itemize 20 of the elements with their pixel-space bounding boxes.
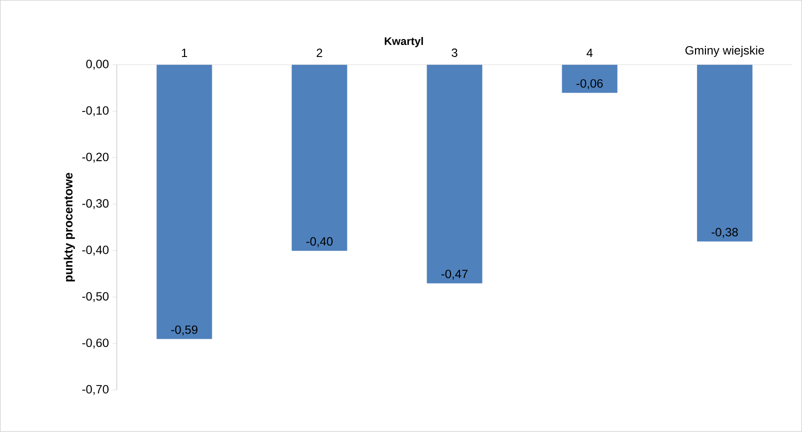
y-tick-label: -0,40 [82, 246, 109, 256]
x-tick-label: 4 [586, 48, 593, 58]
data-label: -0,06 [576, 79, 603, 90]
x-tick-label: Gminy wiejskie [685, 46, 764, 58]
data-label: -0,40 [306, 237, 333, 248]
y-tick-label: -0,30 [82, 199, 109, 210]
y-tick-label: -0,20 [82, 152, 109, 163]
x-tick-label: 2 [316, 48, 322, 58]
y-tick-label: -0,60 [82, 338, 109, 349]
x-axis-title: Kwartyl [384, 37, 423, 48]
y-tick-label: 0,00 [86, 60, 109, 70]
data-label: -0,47 [441, 270, 468, 280]
y-tick-label: -0,50 [82, 292, 109, 302]
y-axis-title: punkty procentowe [64, 173, 75, 282]
y-tick-label: -0,70 [82, 385, 109, 396]
x-tick-label: 1 [182, 48, 188, 58]
y-tick-label: -0,10 [82, 106, 109, 116]
data-label: -0,38 [712, 228, 738, 238]
x-tick-label: 3 [452, 48, 458, 58]
data-label: -0,59 [171, 326, 198, 336]
